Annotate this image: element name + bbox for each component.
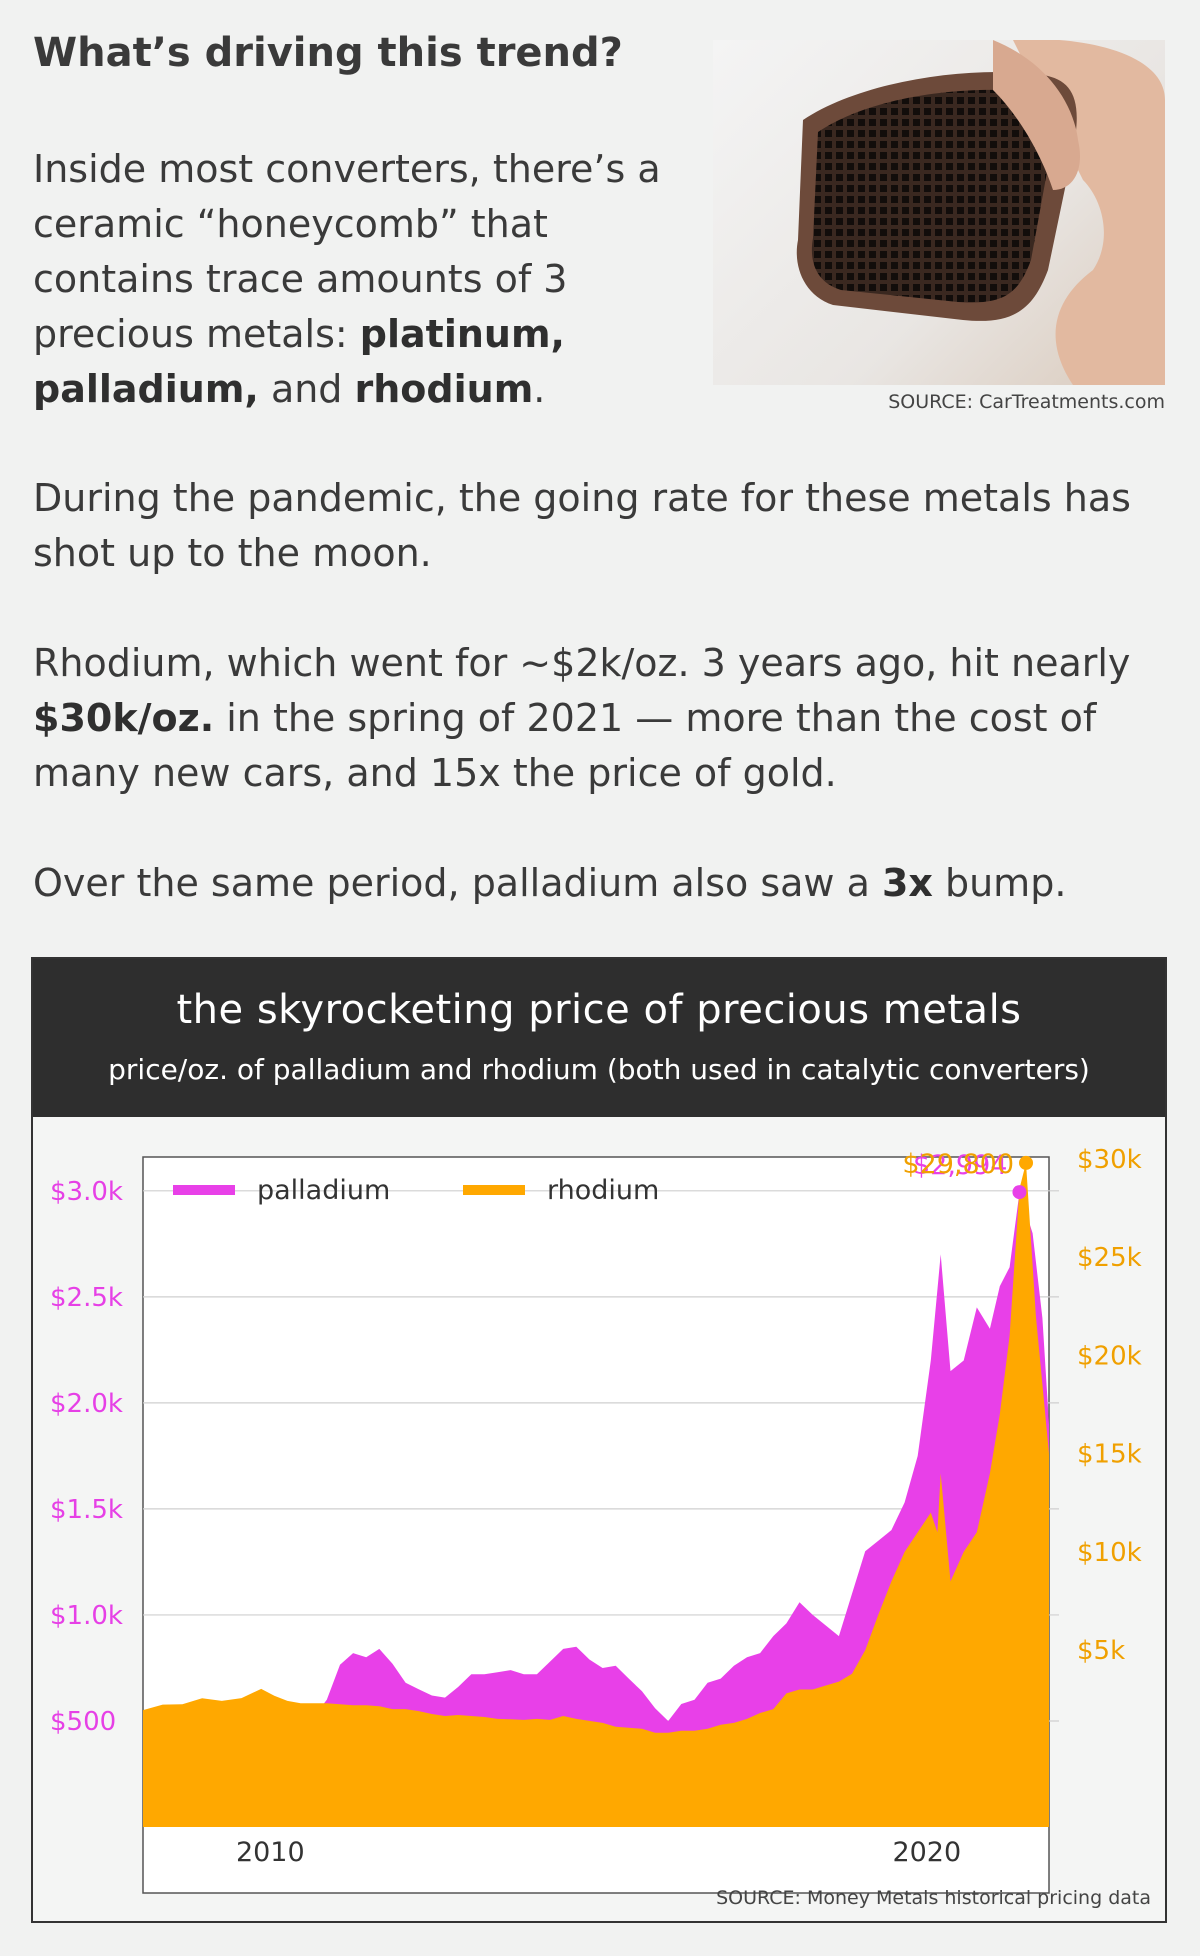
y-right-tick-label: $10k: [1077, 1538, 1142, 1568]
chart-header: the skyrocketing price of precious metal…: [33, 959, 1165, 1117]
photo-source-credit: SOURCE: CarTreatments.com: [888, 391, 1165, 413]
peak-label-rhodium: $29,800: [902, 1149, 1014, 1180]
chart-plot: $500 $1.0k $1.5k $2.0k $2.5k $3.0k $5k $10k $15k…: [50, 1145, 1142, 1894]
peak-marker-palladium: [1012, 1185, 1027, 1200]
catalytic-converter-photo: [713, 40, 1165, 385]
x-tick-label: 2020: [892, 1837, 961, 1868]
hand-shape: [1013, 40, 1165, 385]
y-right-tick-label: $30k: [1077, 1145, 1142, 1175]
y-right-tick-label: $15k: [1077, 1440, 1142, 1470]
chart-subtitle: price/oz. of palladium and rhodium (both…: [108, 1053, 1090, 1086]
chart-card: the skyrocketing price of precious metal…: [31, 957, 1167, 1923]
x-tick-label: 2010: [236, 1837, 305, 1868]
paragraph-text: .: [533, 367, 546, 411]
paragraph-converters: Inside most converters, there’s a cerami…: [33, 142, 673, 417]
y-left-tick-label: $1.0k: [50, 1601, 123, 1631]
y-right-tick-label: $5k: [1077, 1636, 1125, 1666]
paragraph-palladium: Over the same period, palladium also saw…: [33, 856, 1173, 911]
peak-marker-rhodium: [1019, 1155, 1034, 1170]
paragraph-text: Over the same period, palladium also saw…: [33, 861, 882, 905]
paragraph-text: in the spring of 2021 — more than the co…: [33, 696, 1097, 795]
honeycomb-cells: [811, 89, 1054, 303]
emphasis-platinum: platinum,: [359, 312, 565, 356]
thumb-shape: [993, 40, 1081, 190]
y-left-tick-label: $2.0k: [50, 1389, 123, 1419]
paragraph-pandemic: During the pandemic, the going rate for …: [33, 476, 1131, 575]
legend-swatch-rhodium: [463, 1185, 525, 1195]
y-right-tick-label: $25k: [1077, 1243, 1142, 1273]
paragraph-text: bump.: [932, 861, 1067, 905]
emphasis-palladium: palladium,: [33, 367, 259, 411]
emphasis-rhodium: rhodium: [354, 367, 534, 411]
y-left-tick-label: $2.5k: [50, 1283, 123, 1313]
honeycomb-illustration: [796, 40, 1165, 385]
emphasis-3x: 3x: [881, 861, 933, 905]
y-left-tick-label: $3.0k: [50, 1177, 123, 1207]
chart-source-credit: SOURCE: Money Metals historical pricing …: [716, 1887, 1151, 1909]
peak-label-palladium: $2,994: [913, 1150, 1007, 1181]
emphasis-price: $30k/oz.: [33, 696, 215, 740]
paragraph-text: and: [258, 367, 355, 411]
legend-label-palladium: palladium: [257, 1175, 390, 1206]
legend-label-rhodium: rhodium: [547, 1175, 659, 1206]
y-left-tick-label: $1.5k: [50, 1495, 123, 1525]
legend-swatch-palladium: [173, 1185, 235, 1195]
paragraph-text: Inside most converters, there’s a cerami…: [33, 147, 661, 356]
chart-title: the skyrocketing price of precious metal…: [176, 987, 1022, 1033]
paragraph-rhodium: Rhodium, which went for ~$2k/oz. 3 years…: [33, 636, 1173, 801]
rhodium-area: [143, 1162, 1049, 1827]
paragraph-text: Rhodium, which went for ~$2k/oz. 3 years…: [33, 641, 1131, 685]
palladium-area: [143, 1192, 1049, 1827]
y-left-tick-label: $500: [50, 1707, 116, 1737]
y-right-tick-label: $20k: [1077, 1341, 1142, 1371]
section-heading: What’s driving this trend?: [33, 30, 623, 76]
